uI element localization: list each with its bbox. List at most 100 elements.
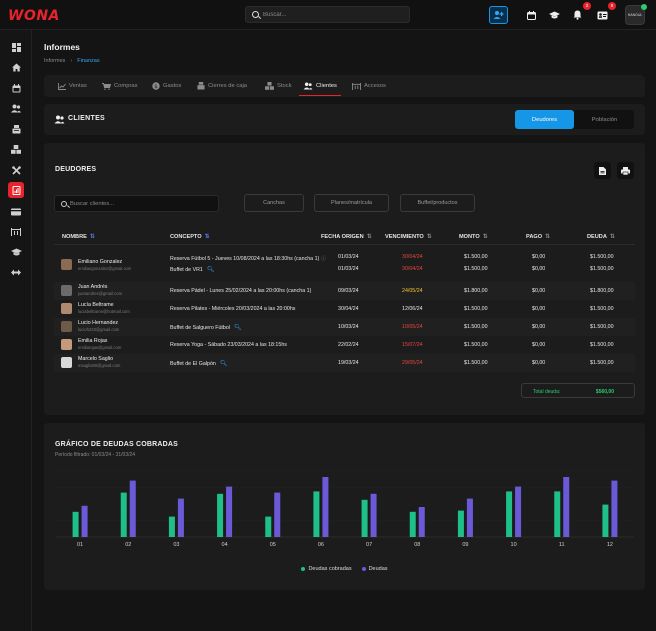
- sidebar-item-tools[interactable]: [8, 162, 24, 178]
- filter-canchas[interactable]: Canchas: [244, 194, 304, 212]
- tab-gastos[interactable]: $ Gastos: [152, 75, 181, 97]
- column-header-deuda[interactable]: DEUDA ⇅: [587, 233, 615, 241]
- cell-vencimiento: 30/04/24: [402, 266, 423, 272]
- global-search[interactable]: [245, 6, 410, 23]
- client-email: msaglio80@gmail.com: [78, 363, 121, 368]
- calendar-button[interactable]: [522, 6, 541, 24]
- column-header-monto[interactable]: MONTO ⇅: [459, 233, 488, 241]
- client-name[interactable]: Juan Andrés: [78, 284, 108, 290]
- export-pdf-button[interactable]: [594, 162, 611, 179]
- table-row[interactable]: Lucía Beltrame luciabeltrame@hotmail.com R…: [54, 300, 635, 318]
- segment-poblacion[interactable]: Población: [591, 116, 618, 123]
- bar-deudas-06[interactable]: [322, 477, 329, 537]
- tab-clientes[interactable]: Clientes: [299, 75, 341, 97]
- graduation-cap-icon: [10, 248, 22, 255]
- bar-deudas-cobradas-12[interactable]: [602, 504, 609, 537]
- legend-item-deudas[interactable]: Deudas: [361, 566, 388, 572]
- sidebar-item-reports[interactable]: [8, 182, 24, 198]
- cell-pago: $0,00: [532, 306, 546, 312]
- bar-deudas-cobradas-06[interactable]: [313, 491, 320, 537]
- column-header-pago[interactable]: PAGO ⇅: [526, 233, 551, 241]
- column-header-nombre[interactable]: NOMBRE ⇅: [62, 233, 95, 241]
- bar-deudas-cobradas-11[interactable]: [554, 491, 561, 537]
- sidebar-item-users[interactable]: [8, 100, 24, 116]
- sidebar-item-calendar[interactable]: [8, 80, 24, 96]
- sidebar-item-payments[interactable]: [8, 204, 24, 220]
- table-row[interactable]: Emiliano Gonzalez emiliangonzalez@gmail.c…: [54, 248, 635, 282]
- x-tick-label: 02: [125, 542, 131, 548]
- bar-deudas-02[interactable]: [129, 480, 136, 537]
- table-row[interactable]: Lucio Hernandez lucioh233@gmail.com Buffet…: [54, 318, 635, 336]
- bar-deudas-08[interactable]: [418, 507, 425, 537]
- client-name[interactable]: Emiliano Gonzalez: [78, 259, 123, 265]
- tab-compras[interactable]: Compras: [102, 75, 138, 97]
- app-logo[interactable]: WONA: [8, 8, 60, 24]
- turnstile-icon: [11, 228, 21, 236]
- bar-deudas-cobradas-05[interactable]: [265, 516, 272, 537]
- tab-accesos[interactable]: Accesos: [352, 75, 386, 97]
- sidebar-item-access[interactable]: [8, 224, 24, 240]
- sidebar-item-transfers[interactable]: [8, 264, 24, 280]
- breadcrumb-current[interactable]: Finanzas: [77, 58, 100, 64]
- bar-deudas-cobradas-07[interactable]: [361, 499, 368, 537]
- print-button[interactable]: [617, 162, 634, 179]
- bar-deudas-09[interactable]: [466, 498, 473, 537]
- x-tick-label: 11: [559, 542, 565, 548]
- sidebar-item-courses[interactable]: [8, 244, 24, 260]
- filter-buffet-productos[interactable]: Buffet/productos: [400, 194, 475, 212]
- tab-ventas[interactable]: Ventas: [58, 75, 87, 97]
- bar-deudas-11[interactable]: [563, 477, 570, 537]
- bar-deudas-cobradas-04[interactable]: [217, 493, 224, 537]
- bar-deudas-cobradas-03[interactable]: [168, 516, 175, 537]
- bar-deudas-03[interactable]: [177, 498, 184, 537]
- bar-deudas-cobradas-02[interactable]: [120, 492, 127, 537]
- contacts-button[interactable]: 8: [593, 2, 616, 24]
- column-header-fecha-origen[interactable]: FECHA ORIGEN ⇅: [321, 233, 372, 241]
- client-search[interactable]: [54, 195, 219, 212]
- filter-planes-matricula[interactable]: Planes/matrícula: [314, 194, 389, 212]
- cell-fecha-origen: 09/03/24: [338, 288, 359, 294]
- breadcrumb-item[interactable]: Informes: [44, 58, 66, 64]
- tab-cierres-de-caja[interactable]: Cierres de caja: [197, 75, 247, 97]
- report-icon: [12, 185, 20, 195]
- table-row[interactable]: Juan Andrés juanandres@gmail.com Reserva P…: [54, 282, 635, 300]
- user-avatar[interactable]: HANGUL: [625, 4, 647, 25]
- table-row[interactable]: Marcelo Saglio msaglio80@gmail.com Buffet …: [54, 354, 635, 372]
- client-name[interactable]: Emilia Rojas: [78, 338, 108, 344]
- bar-deudas-12[interactable]: [611, 480, 618, 537]
- add-user-button[interactable]: [489, 6, 508, 24]
- client-search-input[interactable]: [70, 198, 215, 210]
- info-icon[interactable]: ⓘ: [319, 256, 327, 262]
- sidebar-item-dashboard[interactable]: [8, 39, 24, 55]
- sidebar-item-stock[interactable]: [8, 141, 24, 157]
- bar-deudas-cobradas-08[interactable]: [409, 511, 416, 537]
- bar-deudas-10[interactable]: [515, 486, 522, 537]
- sidebar-item-home[interactable]: [8, 59, 24, 75]
- sort-icon: ⇅: [482, 234, 488, 240]
- column-header-concepto[interactable]: CONCEPTO ⇅: [170, 233, 210, 241]
- bar-deudas-04[interactable]: [226, 486, 233, 537]
- bar-deudas-01[interactable]: [81, 505, 88, 537]
- client-name[interactable]: Marcelo Saglio: [78, 356, 114, 362]
- cell-deuda: $1.500,00: [590, 306, 614, 312]
- notifications-button[interactable]: 2: [568, 2, 591, 24]
- segment-deudores[interactable]: Deudores: [515, 110, 574, 129]
- global-search-input[interactable]: [263, 9, 403, 21]
- search-icon[interactable]: 🔍︎: [233, 325, 242, 331]
- sidebar-item-cash[interactable]: [8, 121, 24, 137]
- bar-deudas-cobradas-09[interactable]: [457, 510, 464, 537]
- search-icon[interactable]: 🔍︎: [219, 361, 228, 367]
- table-row[interactable]: Emilia Rojas emiliarojas@gmail.com Reserva…: [54, 336, 635, 354]
- bar-deudas-07[interactable]: [370, 493, 377, 537]
- client-name[interactable]: Lucio Hernandez: [78, 320, 119, 326]
- search-icon[interactable]: 🔍︎: [206, 267, 215, 273]
- bar-deudas-cobradas-10[interactable]: [506, 491, 513, 537]
- courses-button[interactable]: [545, 6, 564, 24]
- bar-deudas-05[interactable]: [274, 492, 281, 537]
- legend-item-deudas-cobradas[interactable]: Deudas cobradas: [301, 566, 352, 572]
- tab-stock[interactable]: Stock: [265, 75, 292, 97]
- boxes-icon: [265, 82, 274, 90]
- column-header-vencimiento[interactable]: VENCIMIENTO ⇅: [385, 233, 432, 241]
- client-name[interactable]: Lucía Beltrame: [78, 302, 114, 308]
- bar-deudas-cobradas-01[interactable]: [72, 511, 79, 537]
